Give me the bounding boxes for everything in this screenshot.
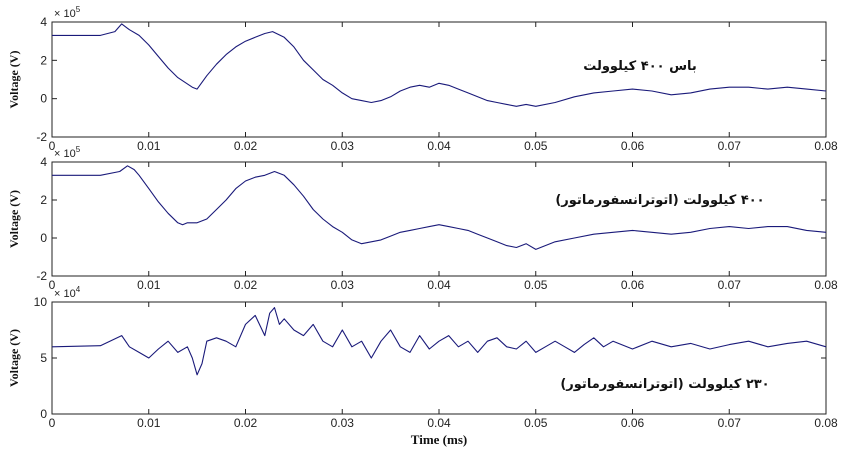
x-tick-label: 0.02 — [234, 278, 258, 292]
y-axis-label: Voltage (V) — [7, 51, 21, 109]
panel-230kv-autotransformer: 0 0.01 0.02 0.03 0.04 0.05 0.06 0.07 0.08 0 5 10 × 1… — [7, 285, 838, 447]
series-annotation: ۴۰۰ کیلوولت (اتوترانسفورماتور) — [555, 193, 764, 208]
y-axis-label: Voltage (V) — [7, 190, 21, 248]
x-tick-label: 0.07 — [718, 416, 742, 430]
y-tick-label: 2 — [40, 53, 47, 67]
y-tick-label: -2 — [36, 269, 47, 283]
plot-area — [51, 161, 827, 277]
x-tick-label: 0.04 — [427, 139, 451, 153]
x-tick-label: 0.05 — [524, 278, 548, 292]
x-tick-label: 0.03 — [331, 278, 355, 292]
axis-multiplier: × 104 — [54, 285, 81, 300]
x-tick-label: 0 — [49, 416, 56, 430]
series-line — [51, 307, 827, 376]
y-tick-label: 2 — [40, 193, 47, 207]
y-tick-label: 5 — [40, 351, 47, 365]
x-tick-label: 0.06 — [621, 278, 645, 292]
y-axis-label: Voltage (V) — [7, 329, 21, 387]
x-tick-label: 0 — [49, 278, 56, 292]
x-tick-label: 0 — [49, 139, 56, 153]
x-tick-label: 0.01 — [137, 139, 161, 153]
x-tick-label: 0.06 — [621, 139, 645, 153]
x-tick-label: 0.03 — [331, 416, 355, 430]
x-tick-label: 0.01 — [137, 416, 161, 430]
x-tick-label: 0.08 — [814, 278, 838, 292]
y-tick-label: 10 — [34, 295, 48, 309]
plot-area — [51, 21, 827, 138]
x-tick-label: 0.05 — [524, 416, 548, 430]
series-line — [52, 165, 827, 250]
series-line — [52, 23, 827, 107]
x-tick-label: 0.08 — [814, 416, 838, 430]
y-tick-label: 0 — [40, 92, 47, 106]
panel-400kv-autotransformer: 0 0.01 0.02 0.03 0.04 0.05 0.06 0.07 0.08-2024× … — [7, 145, 838, 292]
x-tick-label: 0.04 — [427, 278, 451, 292]
x-tick-label: 0.02 — [234, 416, 258, 430]
x-tick-label: 0.03 — [331, 139, 355, 153]
plot-area — [51, 301, 827, 415]
axis-multiplier: × 105 — [54, 145, 81, 160]
x-tick-label: 0.08 — [814, 139, 838, 153]
series-annotation: باس ۴۰۰ کیلوولت — [583, 59, 697, 74]
series-annotation: ۲۳۰ کیلوولت (اتوترانسفورماتور) — [560, 377, 769, 392]
y-tick-label: 0 — [40, 231, 47, 245]
x-tick-label: 0.02 — [234, 139, 258, 153]
x-tick-label: 0.07 — [718, 139, 742, 153]
x-axis-label: Time (ms) — [411, 432, 467, 447]
y-tick-label: 4 — [40, 15, 47, 29]
x-tick-label: 0.01 — [137, 278, 161, 292]
y-tick-label: -2 — [36, 130, 47, 144]
x-tick-label: 0.05 — [524, 139, 548, 153]
x-tick-label: 0.04 — [427, 416, 451, 430]
x-tick-label: 0.07 — [718, 278, 742, 292]
axis-multiplier: × 105 — [54, 5, 81, 20]
y-tick-label: 4 — [40, 155, 47, 169]
x-tick-label: 0.06 — [621, 416, 645, 430]
y-tick-label: 0 — [40, 407, 47, 421]
panel-bus-400kv: 0 0.01 0.02 0.03 0.04 0.05 0.06 0.07 0.08-2024× … — [7, 5, 838, 153]
